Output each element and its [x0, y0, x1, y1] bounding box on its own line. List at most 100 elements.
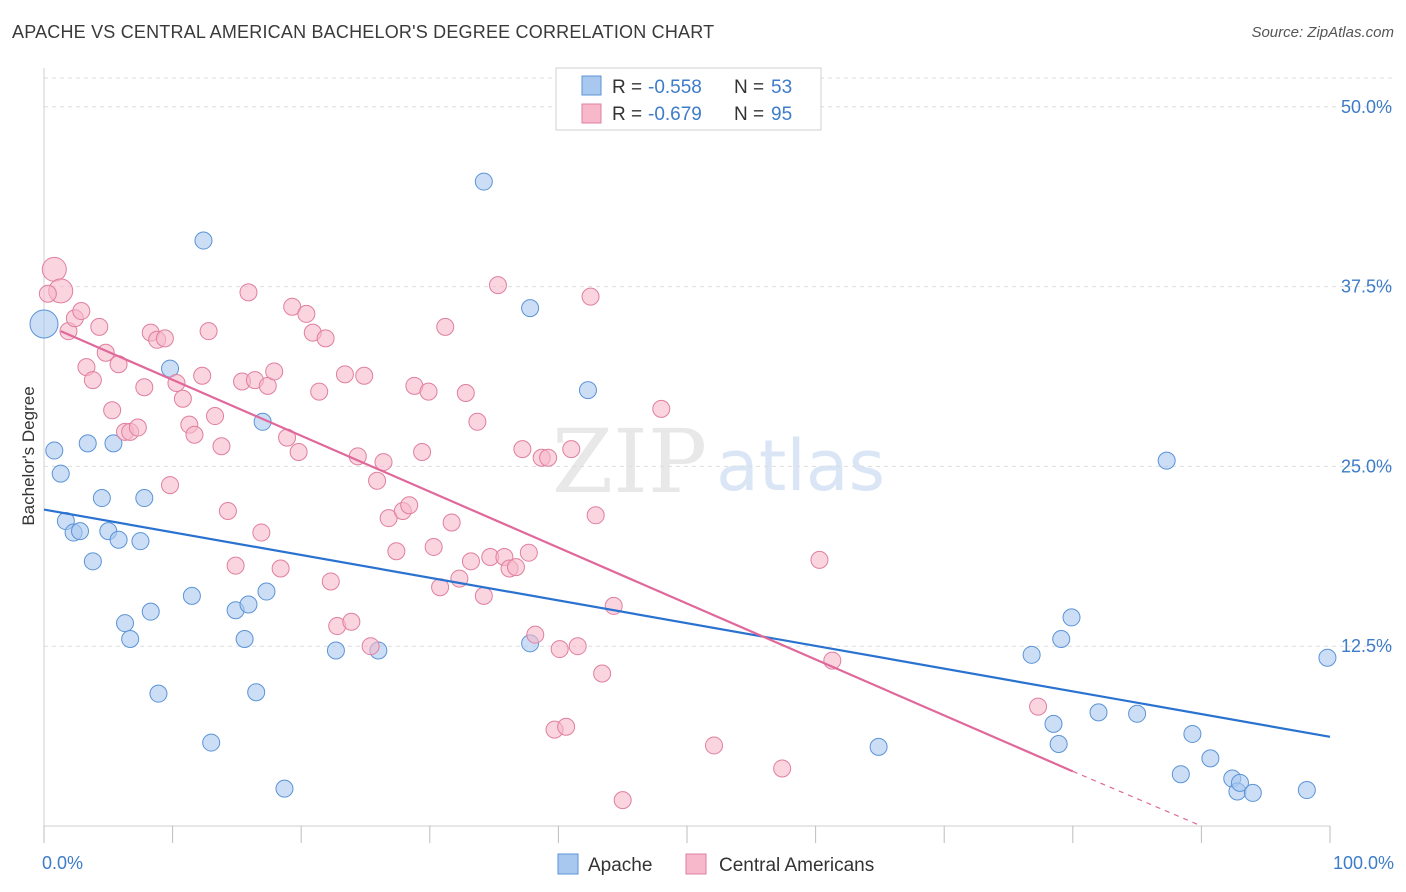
- apache-point: [326, 641, 345, 660]
- legend-swatch-central: [581, 103, 602, 124]
- apache-point: [1022, 645, 1041, 664]
- series-apache: [29, 172, 1337, 802]
- central-american-point: [1029, 697, 1048, 716]
- tick-labels: 12.5% 25.0% 37.5% 50.0% 0.0% 100.0%: [42, 97, 1394, 873]
- apache-point: [104, 434, 123, 453]
- apache-point: [121, 630, 140, 648]
- central-american-point: [218, 501, 237, 520]
- apache-point: [1128, 704, 1147, 723]
- y-tick-label: 50.0%: [1341, 97, 1392, 117]
- central-american-point: [335, 365, 354, 384]
- central-american-point: [613, 791, 632, 810]
- central-american-point: [652, 399, 671, 418]
- apache-point: [1052, 630, 1071, 648]
- central-american-point: [468, 412, 487, 431]
- apache-point: [521, 299, 540, 318]
- central-american-point: [550, 640, 569, 659]
- watermark-zip: ZIP: [552, 410, 707, 513]
- central-american-point: [593, 664, 612, 683]
- central-american-point: [424, 537, 443, 556]
- apache-point: [1201, 749, 1220, 768]
- central-american-point: [173, 389, 192, 408]
- axes: [43, 68, 1331, 843]
- central-american-point: [355, 366, 374, 385]
- legend-r-label-2: R =: [612, 104, 642, 125]
- legend-n-label-1: N =: [734, 77, 764, 98]
- apache-point: [194, 231, 213, 250]
- apache-point: [1297, 781, 1316, 800]
- bottom-legend-apache: Apache: [588, 855, 652, 876]
- legend-r-value-1: -0.558: [648, 77, 702, 98]
- apache-point: [78, 434, 97, 453]
- apache-point: [247, 683, 266, 702]
- central-american-point: [193, 366, 212, 385]
- legend-n-value-1: 53: [771, 77, 792, 98]
- central-american-point: [413, 443, 432, 461]
- x-tick-label: 100.0%: [1333, 853, 1394, 873]
- legend-n-label-2: N =: [734, 104, 764, 125]
- legend-n-value-2: 95: [771, 104, 792, 125]
- apache-point: [239, 595, 258, 614]
- central-american-point: [212, 437, 231, 456]
- apache-point: [51, 464, 70, 483]
- central-american-point: [442, 513, 461, 532]
- central-american-point: [265, 362, 284, 381]
- central-american-point: [810, 550, 829, 569]
- apache-point: [149, 684, 168, 703]
- y-tick-label: 12.5%: [1341, 636, 1392, 656]
- central-trend-line: [60, 330, 1074, 773]
- bottom-legend-swatch-central: [685, 853, 707, 875]
- central-trend-extension: [1072, 770, 1202, 827]
- central-american-point: [557, 717, 576, 736]
- apache-point: [45, 441, 64, 460]
- top-legend: R = -0.558 N = 53 R = -0.679 N = 95: [555, 67, 822, 131]
- apache-point: [1230, 773, 1249, 792]
- bottom-legend-swatch-apache: [557, 853, 579, 875]
- apache-point: [1183, 724, 1202, 743]
- central-american-point: [271, 559, 290, 578]
- chart-source: Source: ZipAtlas.com: [1251, 24, 1394, 41]
- y-axis-label: Bachelor's Degree: [19, 386, 38, 525]
- central-american-point: [135, 378, 154, 397]
- central-american-point: [83, 371, 102, 390]
- central-american-point: [387, 542, 406, 561]
- central-american-point: [568, 637, 587, 656]
- apache-point: [869, 737, 888, 756]
- central-american-point: [474, 586, 493, 605]
- trend-lines: [43, 330, 1331, 827]
- central-american-point: [90, 317, 109, 336]
- central-american-point: [368, 471, 387, 490]
- central-american-point: [456, 384, 475, 403]
- central-american-point: [705, 736, 724, 755]
- central-american-point: [128, 418, 147, 437]
- central-american-point: [38, 284, 57, 303]
- apache-point: [1318, 648, 1337, 667]
- central-american-point: [103, 401, 122, 420]
- apache-point: [83, 552, 102, 571]
- apache-point: [1062, 608, 1081, 627]
- central-american-point: [436, 317, 455, 336]
- apache-point: [141, 602, 160, 621]
- apache-point: [1049, 735, 1068, 754]
- apache-point: [182, 586, 201, 605]
- central-american-point: [342, 612, 361, 631]
- y-tick-label: 25.0%: [1341, 456, 1392, 476]
- central-american-point: [226, 556, 245, 575]
- central-american-point: [461, 552, 480, 571]
- central-american-point: [506, 558, 525, 577]
- apache-trend-line: [43, 508, 1331, 738]
- apache-point: [202, 733, 221, 752]
- central-american-point: [252, 523, 271, 542]
- chart-title: APACHE VS CENTRAL AMERICAN BACHELOR'S DE…: [12, 22, 715, 42]
- central-american-point: [526, 625, 545, 644]
- central-american-point: [321, 572, 340, 591]
- apache-point: [275, 779, 294, 798]
- central-american-point: [289, 443, 308, 461]
- legend-swatch-apache: [581, 75, 602, 96]
- central-american-point: [316, 329, 335, 348]
- central-american-point: [310, 382, 329, 401]
- apache-point: [474, 172, 493, 191]
- bottom-legend-central-americans: Central Americans: [719, 855, 874, 876]
- x-tick-label: 0.0%: [42, 853, 83, 873]
